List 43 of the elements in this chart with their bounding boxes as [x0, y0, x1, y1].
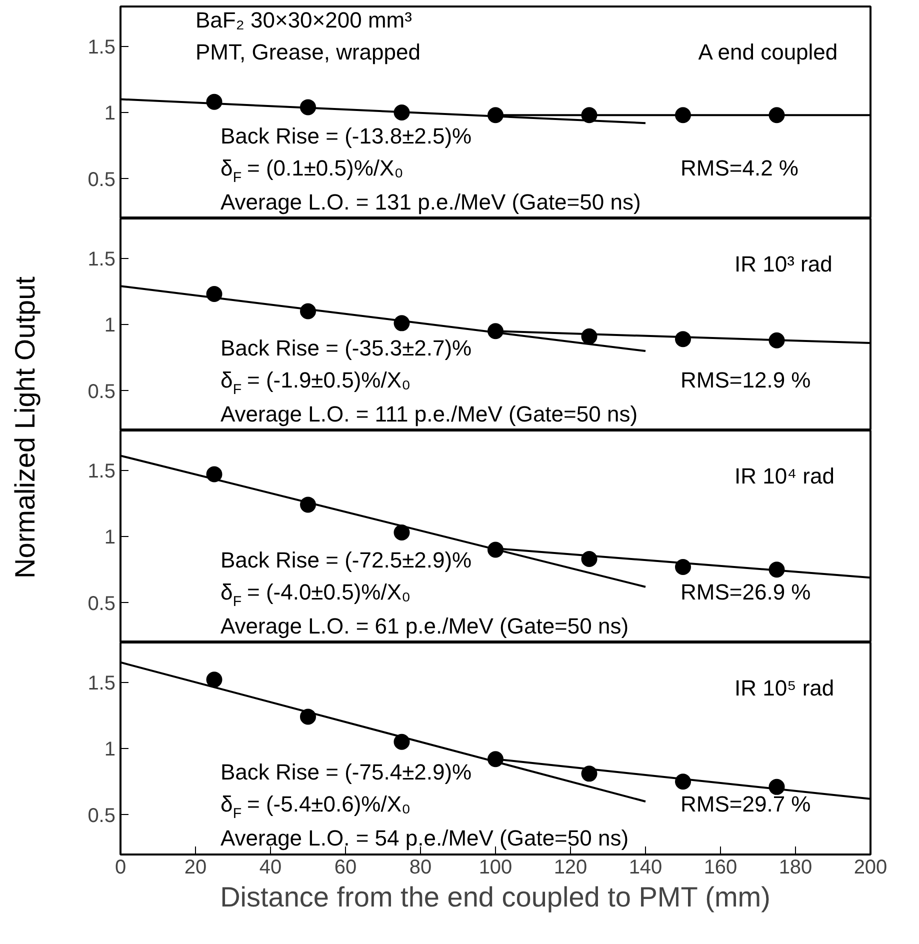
- x-tick-label: 120: [554, 856, 588, 878]
- y-tick-label: 0.5: [88, 168, 116, 191]
- x-tick-label: 60: [334, 856, 357, 878]
- y-tick-label: 1.5: [88, 460, 116, 482]
- annotation: IR 10⁵ rad: [734, 676, 834, 700]
- y-tick-label: 0.5: [88, 592, 116, 615]
- y-tick-label: 1: [104, 738, 116, 760]
- annotation: RMS=26.9 %: [680, 580, 811, 604]
- annotation: Back Rise = (-35.3±2.7)%: [220, 336, 472, 360]
- x-tick-label: 180: [778, 856, 812, 878]
- chart-title: BaF₂ 30×30×200 mm³: [196, 8, 412, 32]
- x-tick-label: 200: [854, 856, 888, 878]
- annotation: Back Rise = (-75.4±2.9)%: [220, 760, 472, 784]
- annotation: Average L.O. = 111 p.e./MeV (Gate=50 ns): [220, 402, 638, 426]
- y-axis-title: Normalized Light Output: [10, 276, 40, 578]
- y-tick-label: 1: [104, 526, 116, 548]
- annotation: Average L.O. = 131 p.e./MeV (Gate=50 ns): [220, 190, 641, 214]
- y-tick-label: 0.5: [88, 380, 116, 403]
- annotation: Average L.O. = 54 p.e./MeV (Gate=50 ns): [220, 826, 629, 850]
- x-tick-label: 100: [478, 856, 512, 878]
- annotation: Back Rise = (-13.8±2.5)%: [220, 124, 472, 148]
- x-tick-label: 20: [184, 856, 207, 878]
- x-tick-label: 0: [114, 856, 126, 878]
- x-tick-label: 140: [628, 856, 662, 878]
- annotation: Average L.O. = 61 p.e./MeV (Gate=50 ns): [220, 614, 629, 638]
- x-tick-label: 160: [704, 856, 738, 878]
- text: PMT, Grease, wrapped: [196, 40, 420, 64]
- y-tick-label: 1: [104, 314, 116, 336]
- x-tick-label: 80: [409, 856, 432, 878]
- annotation: RMS=29.7 %: [680, 792, 811, 816]
- annotation: Back Rise = (-72.5±2.9)%: [220, 548, 472, 572]
- y-tick-label: 1.5: [88, 672, 116, 694]
- y-tick-label: 0.5: [88, 804, 116, 827]
- annotation: IR 10³ rad: [734, 252, 832, 276]
- y-tick-label: 1.5: [88, 36, 116, 58]
- x-axis-title: Distance from the end coupled to PMT (mm): [220, 882, 770, 912]
- y-tick-label: 1: [104, 102, 116, 124]
- y-tick-label: 1.5: [88, 248, 116, 270]
- annotation: IR 10⁴ rad: [734, 464, 834, 488]
- annotation: RMS=12.9 %: [680, 368, 811, 392]
- x-tick-label: 40: [259, 856, 282, 878]
- annotation: RMS=4.2 %: [680, 156, 798, 180]
- annotation: A end coupled: [698, 40, 838, 64]
